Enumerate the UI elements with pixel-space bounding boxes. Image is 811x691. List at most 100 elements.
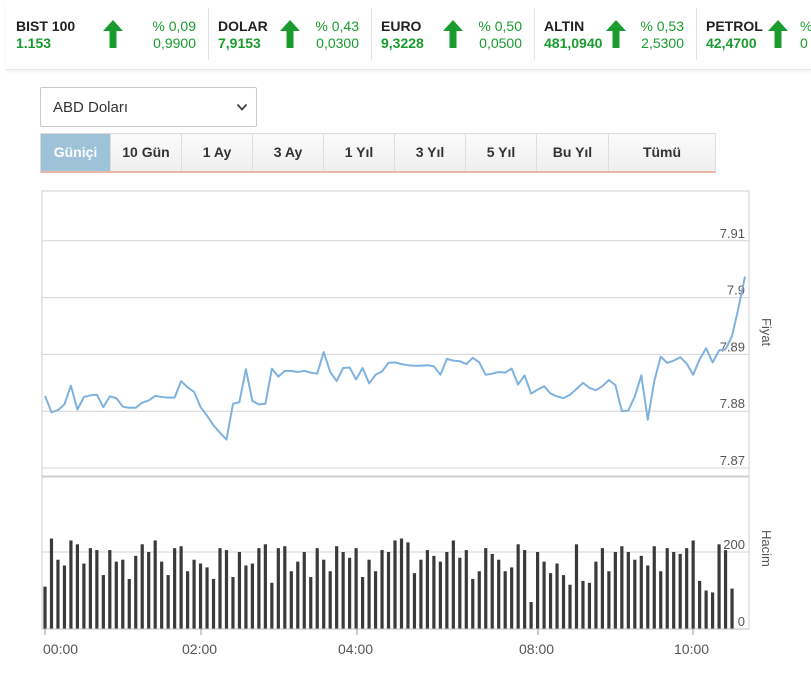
price-line [44, 276, 746, 441]
ticker-change: 0,0500 [479, 35, 522, 51]
volume-bar [646, 565, 650, 629]
tab-1-ay[interactable]: 1 Ay [182, 134, 253, 171]
volume-bar [127, 578, 131, 629]
price-tick-label: 7.9 [727, 283, 745, 298]
x-tick-label: 00:00 [43, 641, 78, 657]
volume-bar [587, 582, 592, 629]
price-tick-label: 7.88 [720, 396, 745, 411]
volume-bar [43, 586, 47, 629]
volume-bar [160, 561, 164, 629]
volume-bar [263, 544, 267, 629]
volume-bar [153, 540, 157, 629]
tab-1-yıl[interactable]: 1 Yıl [324, 134, 395, 171]
volume-bar [710, 592, 715, 629]
ticker-change: 2,5300 [641, 35, 684, 51]
volume-bar [672, 552, 676, 629]
period-tabs: Güniçi 10 Gün 1 Ay 3 Ay 1 Yıl 3 Yıl 5 Yıl Bu Yı… [40, 133, 716, 173]
volume-tick-label: 0 [738, 614, 745, 629]
volume-panel [41, 476, 750, 630]
volume-bar [82, 563, 86, 629]
volume-bar [717, 544, 721, 629]
ticker-item-bist-100[interactable]: BIST 100 1.153 % 0,09 0,9900 [6, 8, 208, 62]
volume-bar [555, 563, 559, 629]
volume-bar [173, 548, 177, 629]
tab-güniçi[interactable]: Güniçi [41, 134, 111, 171]
ticker-name: BIST 100 [16, 18, 76, 34]
tab-tümü[interactable]: Tümü [609, 134, 715, 171]
ticker-value: 42,4700 [706, 35, 757, 51]
volume-tick-label: 200 [723, 537, 745, 552]
volume-bar [309, 577, 313, 629]
volume-bar [471, 578, 475, 629]
ticker-item-dolar[interactable]: DOLAR 7,9153 % 0,43 0,0300 [208, 8, 371, 62]
volume-bar [691, 540, 695, 629]
volume-bar [192, 559, 196, 629]
volume-bar [380, 550, 384, 629]
volume-bar [140, 544, 144, 629]
ticker-percent: % 0,43 [315, 18, 359, 34]
ticker-item-altin[interactable]: ALTIN 481,0940 % 0,53 2,5300 [534, 8, 696, 62]
x-tick-label: 04:00 [338, 641, 373, 657]
volume-bar [678, 553, 682, 629]
x-tick-label: 08:00 [519, 641, 554, 657]
volume-bar [335, 546, 339, 629]
price-tick-label: 7.87 [720, 453, 745, 468]
currency-select[interactable]: ABD Doları [40, 87, 257, 127]
volume-bar [477, 571, 481, 629]
volume-bar [114, 561, 118, 629]
ticker-percent: % 0,09 [152, 18, 196, 34]
ticker-item-euro[interactable]: EURO 9,3228 % 0,50 0,0500 [371, 8, 534, 62]
volume-bar [529, 602, 533, 629]
volume-bar [458, 557, 462, 629]
volume-bar [607, 571, 611, 629]
price-tick-label: 7.89 [720, 339, 745, 354]
volume-bar [257, 548, 261, 629]
volume-bar [134, 555, 138, 629]
tab-10-gün[interactable]: 10 Gün [111, 134, 182, 171]
volume-bar [296, 561, 300, 629]
tab-bu-yıl[interactable]: Bu Yıl [537, 134, 609, 171]
volume-bar [373, 571, 378, 629]
chevron-down-icon [236, 103, 248, 111]
volume-bar [594, 561, 598, 629]
volume-bars [43, 538, 734, 629]
x-tick-label: 02:00 [182, 641, 217, 657]
volume-bar [613, 552, 617, 629]
volume-bar [283, 546, 287, 629]
volume-bar [205, 567, 209, 629]
volume-bar [665, 548, 669, 629]
ticker-name: DOLAR [218, 18, 268, 34]
price-axis-label: Fiyat [759, 318, 774, 347]
volume-bar [412, 573, 417, 629]
arrow-up-icon [443, 20, 463, 48]
ticker-name: PETROL [706, 18, 763, 34]
volume-bar [166, 575, 170, 629]
volume-bar [600, 548, 605, 629]
volume-bar [542, 561, 546, 629]
volume-bar [698, 580, 702, 629]
volume-bar [620, 546, 624, 629]
volume-bar [244, 565, 248, 629]
ticker-change: 0,0300 [316, 35, 359, 51]
volume-bar [179, 546, 183, 629]
volume-bar [147, 552, 151, 629]
volume-bar [224, 550, 229, 629]
volume-bar [328, 571, 332, 629]
ticker-change: 0,9900 [153, 35, 196, 51]
volume-bar [101, 575, 105, 629]
tab-5-yıl[interactable]: 5 Yıl [466, 134, 537, 171]
ticker-change: 0 [800, 35, 808, 51]
volume-bar [231, 577, 235, 629]
tab-3-yıl[interactable]: 3 Yıl [395, 134, 466, 171]
tab-3-ay[interactable]: 3 Ay [253, 134, 324, 171]
arrow-up-icon [280, 20, 300, 48]
volume-bar [393, 540, 397, 629]
volume-bar [510, 567, 514, 629]
volume-bar [568, 584, 572, 629]
volume-bar [270, 582, 274, 629]
volume-bar [121, 559, 125, 629]
ticker-percent: % [800, 18, 811, 34]
volume-bar [56, 559, 60, 629]
volume-bar [633, 559, 637, 629]
